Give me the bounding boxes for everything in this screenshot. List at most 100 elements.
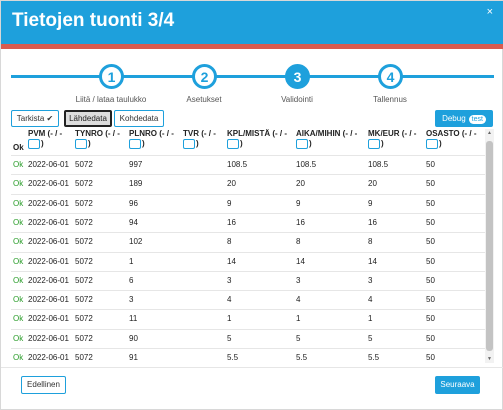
- cell-osasto: 50: [426, 256, 435, 266]
- cell-mk: 3: [368, 275, 373, 285]
- cell-osasto: 50: [426, 237, 435, 247]
- filter-button[interactable]: [368, 139, 380, 149]
- cell-pvm: 2022-06-01: [28, 295, 69, 305]
- filter-button[interactable]: [426, 139, 438, 149]
- cell-pvm: 2022-06-01: [28, 217, 69, 227]
- cell-aika: 4: [296, 295, 301, 305]
- cell-pvm: 2022-06-01: [28, 256, 69, 266]
- next-button[interactable]: Seuraava: [435, 376, 480, 394]
- step-2: 2 Asetukset: [154, 61, 254, 109]
- table-row: Ok 2022-06-01 5072 997 108.5 108.5 108.5 50: [11, 155, 485, 173]
- cell-tynro: 5072: [75, 217, 93, 227]
- cell-aika: 5.5: [296, 353, 308, 362]
- cell-tynro: 5072: [75, 275, 93, 285]
- cell-kpl: 14: [227, 256, 236, 266]
- table-row: Ok 2022-06-01 5072 96 9 9 9 50: [11, 193, 485, 212]
- table-row: Ok 2022-06-01 5072 11 1 1 1 50: [11, 309, 485, 327]
- table-row: Ok 2022-06-01 5072 91 5.5 5.5 5.5 50: [11, 348, 485, 363]
- filter-button[interactable]: [227, 139, 239, 149]
- cell-ok: Ok: [13, 160, 24, 169]
- cell-aika: 16: [296, 217, 305, 227]
- cell-plnro: 1: [129, 256, 134, 266]
- filter-button[interactable]: [75, 139, 87, 149]
- cell-tynro: 5072: [75, 237, 93, 247]
- close-icon[interactable]: ×: [486, 6, 493, 18]
- debug-label: Debug: [442, 114, 466, 123]
- cell-osasto: 50: [426, 295, 435, 305]
- cell-plnro: 90: [129, 333, 138, 343]
- cell-kpl: 3: [227, 275, 232, 285]
- cell-ok: Ok: [13, 217, 24, 227]
- scroll-up-icon[interactable]: ▲: [487, 130, 492, 136]
- step-3-label: Validointi: [281, 95, 313, 104]
- data-grid: PVM (- / -) TYNRO (- / -) PLNRO (- / -) …: [11, 129, 494, 363]
- filter-button[interactable]: [129, 139, 141, 149]
- step-1-circle: 1: [99, 64, 124, 89]
- cell-aika: 1: [296, 314, 301, 324]
- cell-pvm: 2022-06-01: [28, 275, 69, 285]
- cell-osasto: 50: [426, 179, 435, 189]
- cell-plnro: 91: [129, 353, 138, 362]
- vertical-scrollbar[interactable]: ▲ ▼: [485, 129, 494, 363]
- scrollbar-thumb[interactable]: [486, 141, 493, 351]
- cell-ok: Ok: [13, 295, 24, 305]
- cell-aika: 20: [296, 179, 305, 189]
- cell-pvm: 2022-06-01: [28, 179, 69, 189]
- cell-aika: 108.5: [296, 160, 317, 169]
- table-row: Ok 2022-06-01 5072 1 14 14 14 50: [11, 251, 485, 270]
- progress-stepper: 1 Liitä / lataa taulukko 2 Asetukset 3 V…: [1, 61, 503, 109]
- cell-ok: Ok: [13, 198, 24, 208]
- cell-pvm: 2022-06-01: [28, 160, 69, 169]
- cell-kpl: 108.5: [227, 160, 248, 169]
- filter-button[interactable]: [183, 139, 195, 149]
- cell-ok: Ok: [13, 333, 24, 343]
- footer-divider: [1, 367, 503, 368]
- cell-pvm: 2022-06-01: [28, 237, 69, 247]
- step-4: 4 Tallennus: [340, 61, 440, 109]
- cell-aika: 8: [296, 237, 301, 247]
- filter-button[interactable]: [296, 139, 308, 149]
- cell-aika: 3: [296, 275, 301, 285]
- cell-aika: 14: [296, 256, 305, 266]
- column-header-mk: MK/EUR (- / -): [368, 129, 417, 149]
- cell-pvm: 2022-06-01: [28, 314, 69, 324]
- cell-ok: Ok: [13, 314, 24, 324]
- cell-kpl: 5.5: [227, 353, 239, 362]
- debug-button[interactable]: Debug test: [435, 110, 493, 127]
- cell-ok: Ok: [13, 179, 24, 189]
- cell-kpl: 9: [227, 198, 232, 208]
- cell-tynro: 5072: [75, 353, 93, 362]
- cell-tynro: 5072: [75, 256, 93, 266]
- cell-osasto: 50: [426, 160, 435, 169]
- step-3-circle: 3: [285, 64, 310, 89]
- cell-tynro: 5072: [75, 198, 93, 208]
- table-row: Ok 2022-06-01 5072 90 5 5 5 50: [11, 328, 485, 347]
- tarkista-button[interactable]: Tarkista ✔: [11, 110, 59, 127]
- cell-plnro: 102: [129, 237, 143, 247]
- column-header-aika: AIKA/MIHIN (- / -): [296, 129, 358, 149]
- previous-button[interactable]: Edellinen: [21, 376, 66, 394]
- cell-aika: 5: [296, 333, 301, 343]
- lahdedata-toggle[interactable]: Lähdedata: [64, 110, 112, 127]
- step-2-circle: 2: [192, 64, 217, 89]
- table-row: Ok 2022-06-01 5072 102 8 8 8 50: [11, 232, 485, 250]
- cell-mk: 1: [368, 314, 373, 324]
- column-header-osasto: OSASTO (- / -): [426, 129, 477, 149]
- cell-pvm: 2022-06-01: [28, 353, 69, 362]
- cell-tynro: 5072: [75, 295, 93, 305]
- cell-pvm: 2022-06-01: [28, 198, 69, 208]
- column-header-pvm: PVM (- / -): [28, 129, 63, 149]
- cell-tynro: 5072: [75, 314, 93, 324]
- cell-mk: 4: [368, 295, 373, 305]
- cell-osasto: 50: [426, 353, 435, 362]
- kohdedata-toggle[interactable]: Kohdedata: [114, 110, 164, 127]
- cell-plnro: 94: [129, 217, 138, 227]
- column-header-plnro: PLNRO (- / -): [129, 129, 174, 149]
- cell-tynro: 5072: [75, 333, 93, 343]
- scroll-down-icon[interactable]: ▼: [487, 356, 492, 362]
- filter-button[interactable]: [28, 139, 40, 149]
- step-1: 1 Liitä / lataa taulukko: [61, 61, 161, 109]
- step-3: 3 Validointi: [247, 61, 347, 109]
- stepper-line: [11, 75, 494, 78]
